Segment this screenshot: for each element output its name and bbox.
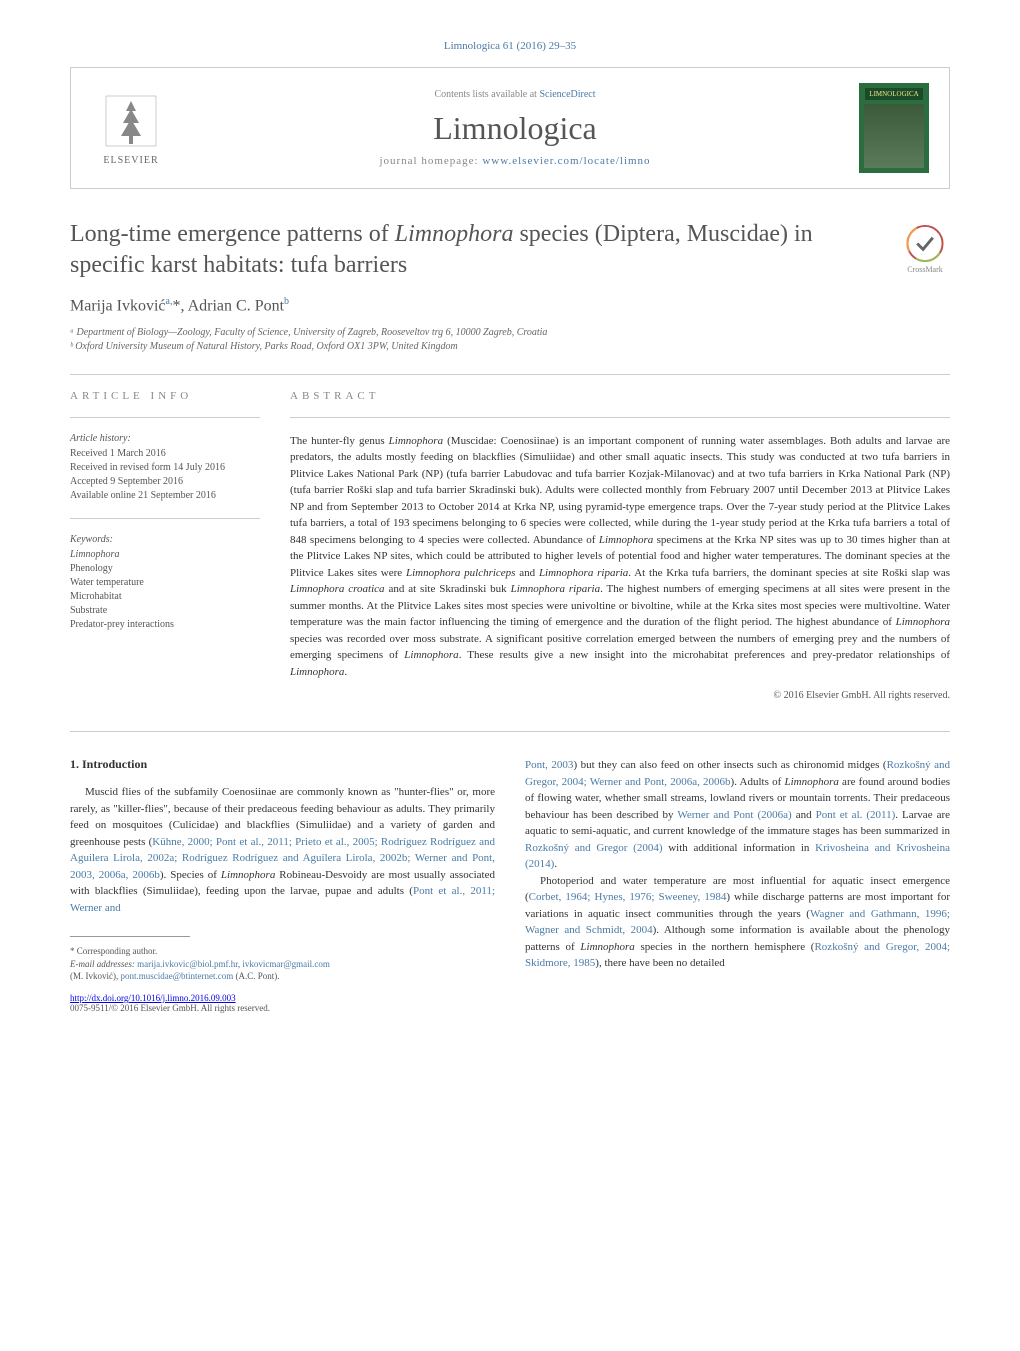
body-column-left: 1. Introduction Muscid flies of the subf… (70, 757, 495, 1013)
cover-title: LIMNOLOGICA (865, 88, 922, 100)
homepage-line: journal homepage: www.elsevier.com/locat… (171, 155, 859, 167)
abstract-text: The hunter-fly genus Limnophora (Muscida… (290, 433, 950, 681)
intro-heading: 1. Introduction (70, 757, 495, 772)
info-divider-1 (70, 417, 260, 418)
authors: Marija Ivkovića,*, Adrian C. Pontb (70, 296, 950, 315)
abstract-divider (290, 417, 950, 418)
footnote-divider (70, 936, 190, 937)
keyword-0: Limnophora (70, 548, 260, 562)
keywords-block: Keywords: Limnophora Phenology Water tem… (70, 534, 260, 632)
email-label: E-mail addresses: (70, 959, 137, 969)
cover-image (864, 104, 924, 168)
header-center: Contents lists available at ScienceDirec… (171, 89, 859, 167)
info-abstract-row: article info Article history: Received 1… (70, 390, 950, 702)
crossmark-icon (905, 224, 945, 263)
affiliations: ᵃ Department of Biology—Zoology, Faculty… (70, 326, 950, 354)
intro-paragraph-1: Muscid flies of the subfamily Coenosiina… (70, 784, 495, 916)
issn-line: 0075-9511/© 2016 Elsevier GmbH. All righ… (70, 1003, 495, 1013)
keyword-2: Water temperature (70, 576, 260, 590)
abstract-heading: abstract (290, 390, 950, 402)
elsevier-logo: ELSEVIER (91, 83, 171, 173)
affiliation-a: ᵃ Department of Biology—Zoology, Faculty… (70, 326, 950, 340)
keyword-3: Microhabitat (70, 590, 260, 604)
affiliation-b: ᵇ Oxford University Museum of Natural Hi… (70, 340, 950, 354)
divider-bottom (70, 731, 950, 732)
sciencedirect-link[interactable]: ScienceDirect (539, 89, 595, 100)
intro-paragraph-1-cont: Pont, 2003) but they can also feed on ot… (525, 757, 950, 873)
crossmark-badge[interactable]: CrossMark (900, 224, 950, 274)
keywords-heading: Keywords: (70, 534, 260, 545)
crossmark-label: CrossMark (907, 265, 943, 274)
homepage-prefix: journal homepage: (379, 155, 482, 167)
doi-link[interactable]: http://dx.doi.org/10.1016/j.limno.2016.0… (70, 993, 495, 1003)
history-heading: Article history: (70, 433, 260, 444)
corresponding-author-note: * Corresponding author. (70, 945, 495, 958)
history-received: Received 1 March 2016 (70, 447, 260, 461)
keyword-4: Substrate (70, 604, 260, 618)
doi-anchor[interactable]: http://dx.doi.org/10.1016/j.limno.2016.0… (70, 993, 236, 1003)
email-addresses: E-mail addresses: marija.ivkovic@biol.pm… (70, 958, 495, 983)
history-accepted: Accepted 9 September 2016 (70, 475, 260, 489)
divider-top (70, 374, 950, 375)
body-column-right: Pont, 2003) but they can also feed on ot… (525, 757, 950, 1013)
elsevier-name: ELSEVIER (103, 155, 158, 166)
contents-line: Contents lists available at ScienceDirec… (171, 89, 859, 100)
keyword-1: Phenology (70, 562, 260, 576)
keyword-5: Predator-prey interactions (70, 618, 260, 632)
email-link-1[interactable]: marija.ivkovic@biol.pmf.hr (137, 959, 238, 969)
journal-cover: LIMNOLOGICA (859, 83, 929, 173)
body-columns: 1. Introduction Muscid flies of the subf… (70, 757, 950, 1013)
abstract-copyright: © 2016 Elsevier GmbH. All rights reserve… (290, 690, 950, 701)
article-title: Long-time emergence patterns of Limnopho… (70, 219, 880, 281)
article-info-heading: article info (70, 390, 260, 402)
email-link-2[interactable]: ivkovicmar@gmail.com (242, 959, 330, 969)
info-divider-2 (70, 518, 260, 519)
journal-header-box: ELSEVIER Contents lists available at Sci… (70, 67, 950, 189)
header-citation: Limnologica 61 (2016) 29–35 (70, 40, 950, 52)
contents-prefix: Contents lists available at (434, 89, 539, 100)
elsevier-tree-icon (101, 91, 161, 151)
homepage-link[interactable]: www.elsevier.com/locate/limno (482, 155, 650, 167)
intro-paragraph-2: Photoperiod and water temperature are mo… (525, 873, 950, 972)
email-author-1: (M. Ivković), (70, 971, 121, 981)
history-revised: Received in revised form 14 July 2016 (70, 461, 260, 475)
email-author-3: (A.C. Pont). (233, 971, 279, 981)
article-info-column: article info Article history: Received 1… (70, 390, 260, 702)
article-header: Long-time emergence patterns of Limnopho… (70, 219, 950, 281)
email-link-3[interactable]: pont.muscidae@btinternet.com (121, 971, 234, 981)
journal-name: Limnologica (171, 110, 859, 147)
abstract-column: abstract The hunter-fly genus Limnophora… (290, 390, 950, 702)
history-online: Available online 21 September 2016 (70, 489, 260, 503)
